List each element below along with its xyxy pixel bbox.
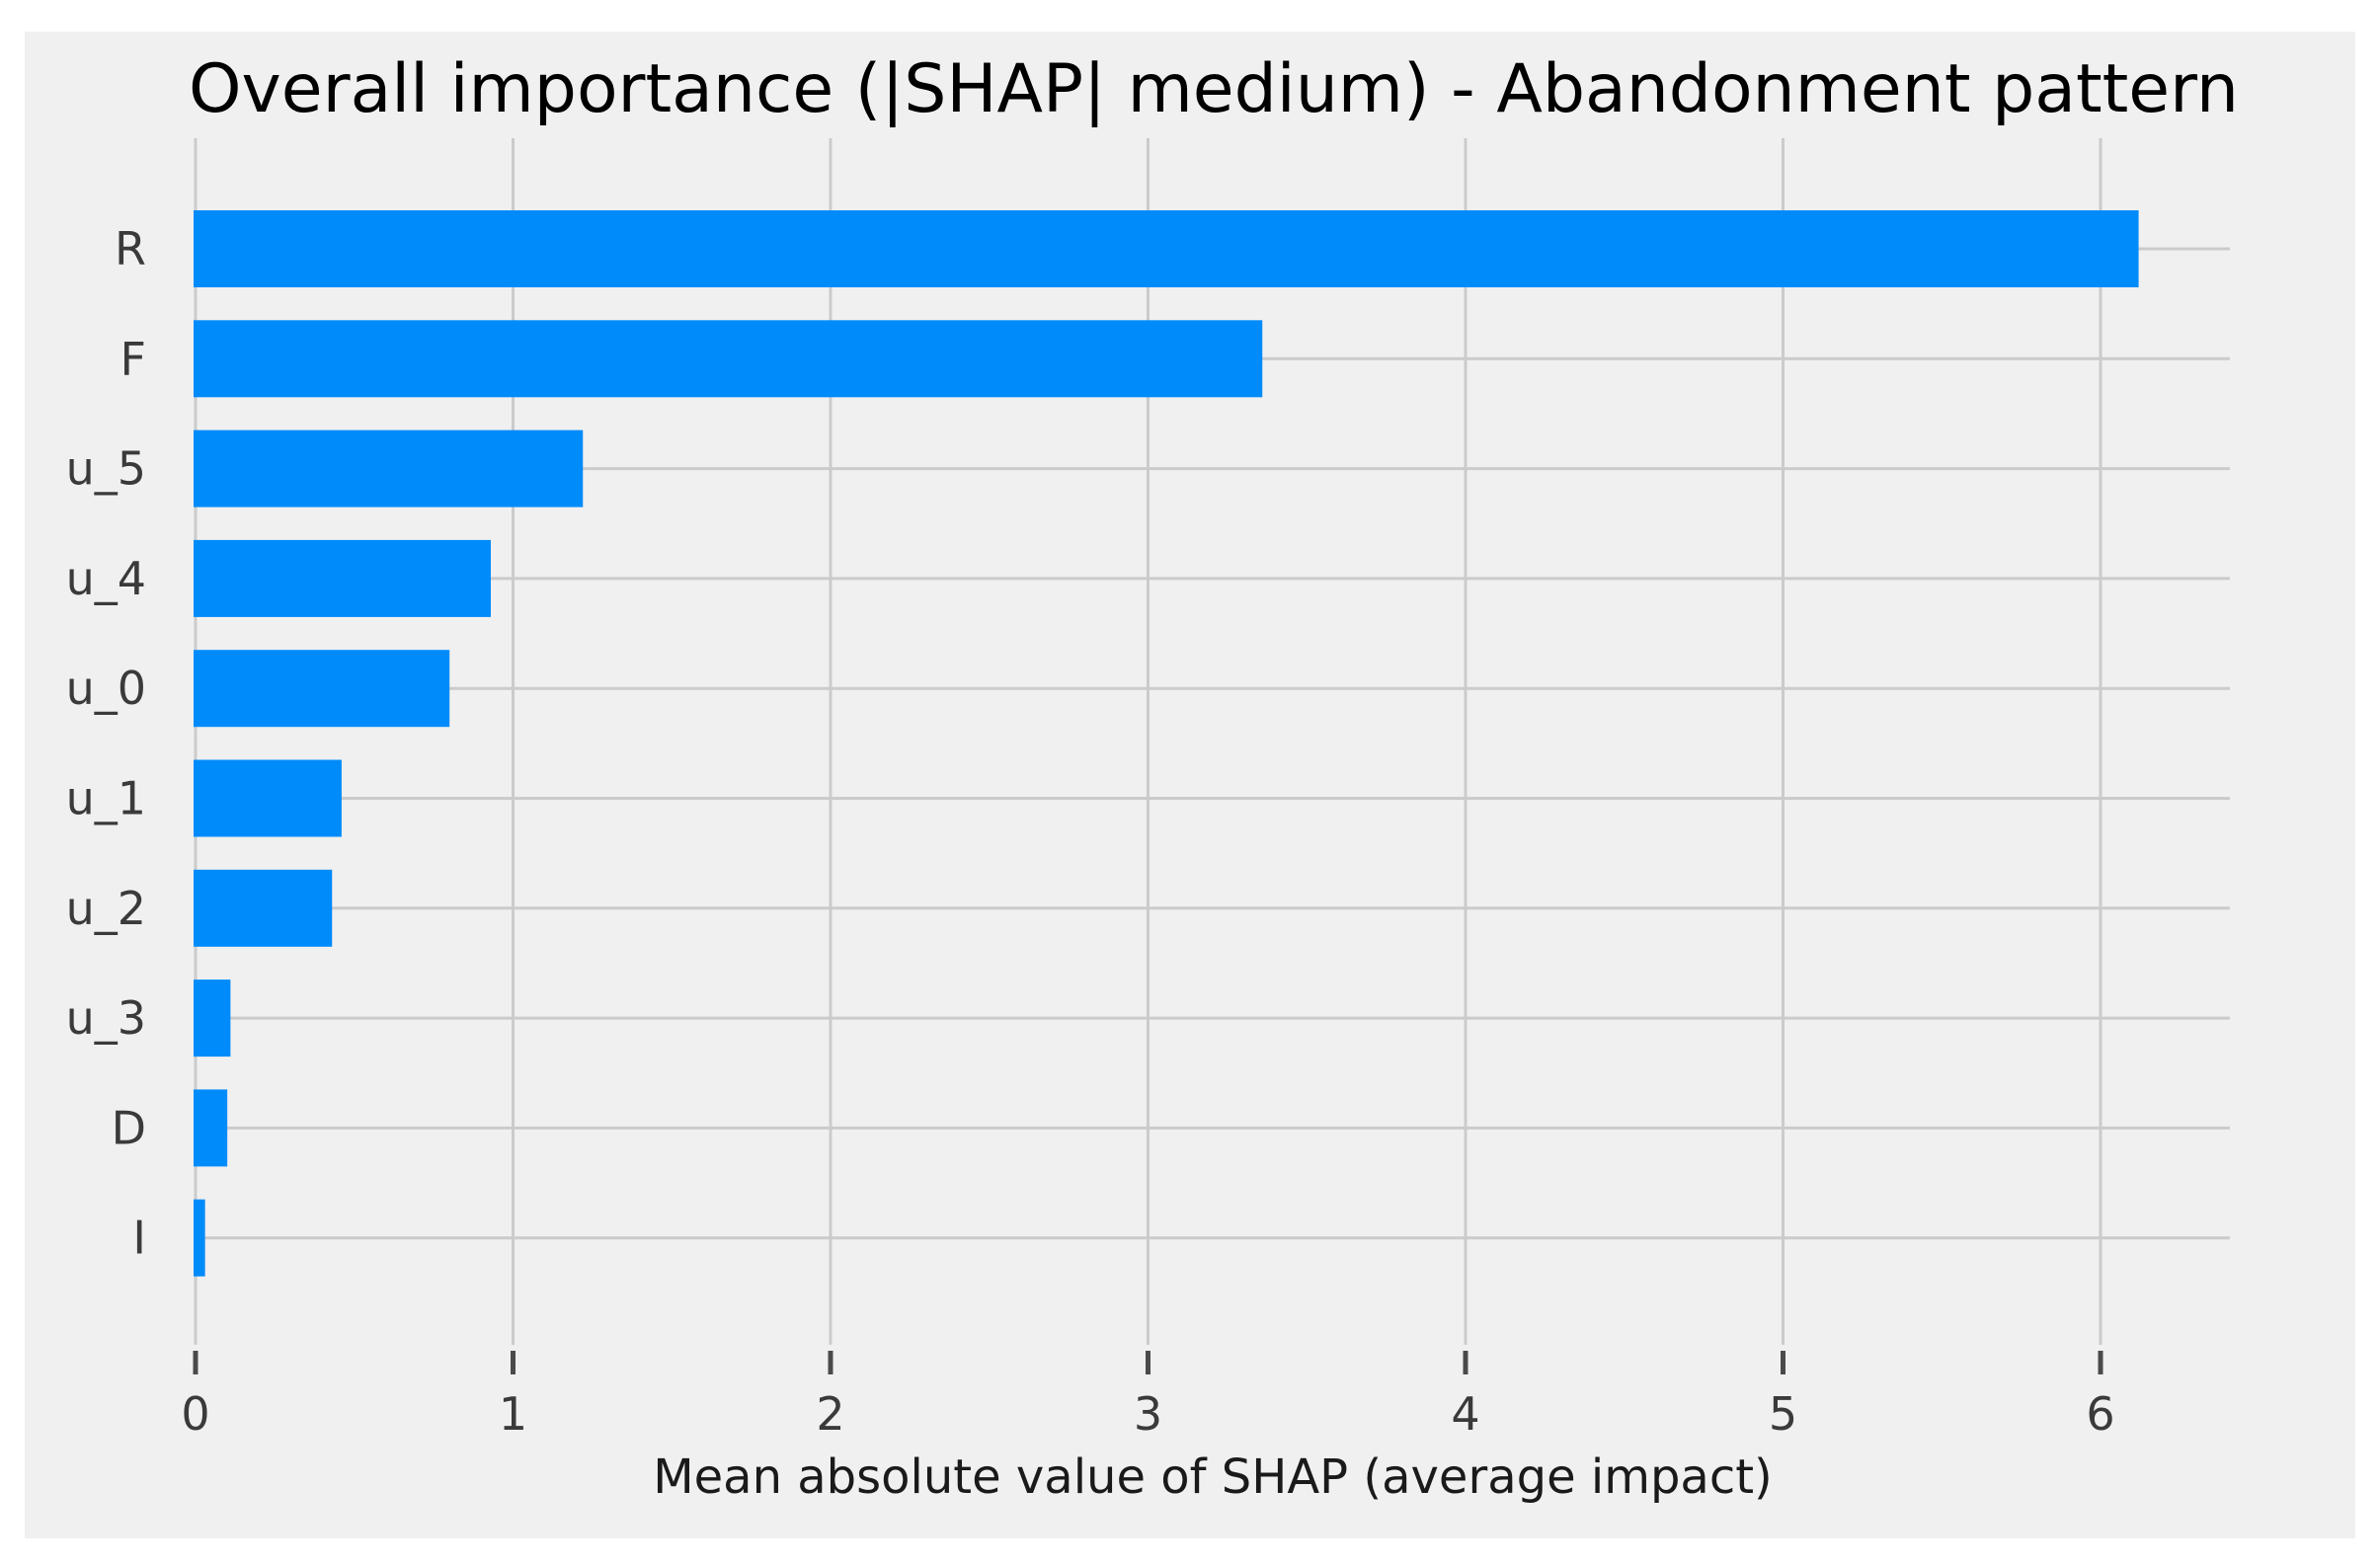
x-axis-ticks: 0 1 2 3 4 5 6: [181, 1351, 2115, 1441]
y-tick-label-u_0: u_0: [66, 662, 146, 715]
bar-D: [194, 1089, 228, 1167]
bar-u_2: [194, 869, 333, 947]
y-tick-label-F: F: [120, 332, 146, 385]
x-axis-title: Mean absolute value of SHAP (average imp…: [653, 1449, 1773, 1505]
bar-R: [194, 210, 2139, 287]
chart-title: Overall importance (|SHAP| medium) - Aba…: [189, 50, 2239, 128]
y-tick-label-u_4: u_4: [66, 552, 146, 605]
bar-F: [194, 320, 1263, 398]
y-tick-label-u_2: u_2: [66, 882, 146, 935]
x-tick-label-5: 5: [1769, 1387, 1797, 1441]
bar-u_3: [194, 979, 231, 1057]
x-tick-label-4: 4: [1451, 1387, 1479, 1441]
bar-u_4: [194, 539, 491, 617]
y-tick-label-u_1: u_1: [66, 772, 146, 825]
y-axis-ticks: R Fu_5 u_4 u_0 u_1 u_2 u_3 D I: [66, 222, 146, 1265]
bar-u_0: [194, 650, 450, 728]
y-tick-label-D: D: [112, 1101, 146, 1154]
bar-u_5: [194, 430, 584, 508]
y-tick-label-u_5: u_5: [66, 442, 146, 496]
y-tick-label-R: R: [115, 222, 146, 275]
y-tick-label-I: I: [132, 1212, 146, 1265]
bars: [194, 210, 2139, 1277]
bar-I: [194, 1199, 205, 1277]
bar-u_1: [194, 759, 342, 837]
x-tick-label-0: 0: [181, 1387, 209, 1441]
x-tick-label-3: 3: [1134, 1387, 1162, 1441]
x-tick-label-2: 2: [816, 1387, 844, 1441]
x-tick-label-1: 1: [499, 1387, 527, 1441]
y-tick-label-u_3: u_3: [66, 991, 146, 1045]
x-tick-label-6: 6: [2086, 1387, 2114, 1441]
